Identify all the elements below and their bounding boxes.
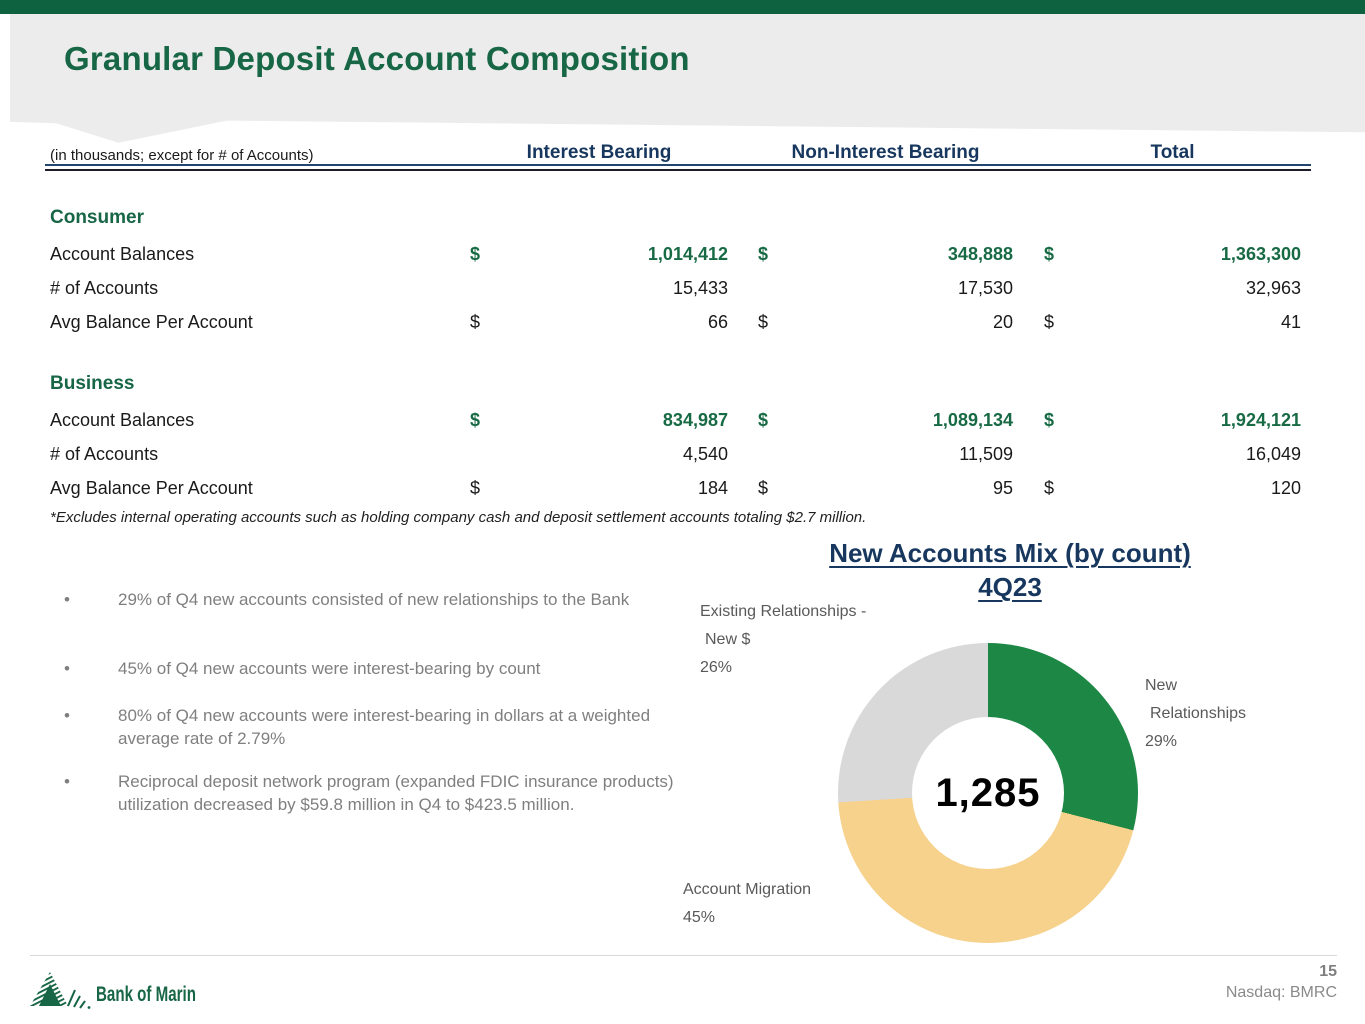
row-label: # of Accounts [50,444,159,464]
chart-label-new-relationships: New Relationships 29% [1145,677,1247,750]
cell-value: 184 [697,478,728,498]
bullet-item: 80% of Q4 new accounts were interest-bea… [64,704,676,750]
ticker-label: Nasdaq: BMRC [1225,984,1337,1001]
donut-chart: 1,285 [838,643,1138,943]
currency-symbol: $ [758,478,769,498]
cell-value: 32,963 [1245,278,1301,298]
chart-label-existing-relationships: Existing Relationships - New $ 26% [700,603,867,676]
cell-value: 41 [1280,312,1301,332]
column-header-non-interest-bearing: Non-Interest Bearing [791,142,980,163]
table-header-rule-bottom [45,169,1311,171]
table-row-consumer-count: # of Accounts 15,433 17,530 32,963 [50,275,1301,299]
bullet-text: 80% of Q4 new accounts were interest-bea… [118,706,651,748]
row-label: Avg Balance Per Account [50,312,253,332]
cell-value: 120 [1270,478,1301,498]
currency-symbol: $ [758,410,769,430]
bullet-item: 45% of Q4 new accounts were interest-bea… [64,657,676,680]
table-footnote: *Excludes internal operating accounts su… [50,509,867,526]
cell-value: 348,888 [947,244,1013,264]
table-row-consumer-avg: Avg Balance Per Account $66 $20 $41 [50,309,1301,333]
row-label: Account Balances [50,410,195,430]
section-header-consumer: Consumer [50,207,144,228]
row-label: Avg Balance Per Account [50,478,253,498]
footer-right: 15 Nasdaq: BMRC [1226,961,1337,1003]
top-accent-bar [0,0,1365,14]
cell-value: 66 [707,312,728,332]
currency-symbol: $ [470,410,481,430]
bullet-text: 45% of Q4 new accounts were interest-bea… [118,659,541,678]
row-label: # of Accounts [50,278,159,298]
cell-value: 4,540 [682,444,728,464]
cell-value: 834,987 [662,410,728,430]
currency-symbol: $ [470,312,481,332]
page-number: 15 [1319,963,1337,980]
chart-title-line2: 4Q23 [978,572,1042,602]
table-row-consumer-balances: Account Balances $1,014,412 $348,888 $1,… [50,241,1301,265]
table-row-business-balances: Account Balances $834,987 $1,089,134 $1,… [50,407,1301,431]
bullet-text: Reciprocal deposit network program (expa… [118,772,674,814]
table-header-row: (in thousands; except for # of Accounts)… [50,138,1301,164]
cell-value: 15,433 [672,278,728,298]
cell-value: 1,924,121 [1220,410,1301,430]
bank-of-marin-logo: Bank of Marin [30,972,196,1009]
donut-center-total: 1,285 [935,770,1041,815]
currency-symbol: $ [758,312,769,332]
table-row-business-count: # of Accounts 4,540 11,509 16,049 [50,441,1301,465]
table-unit-note: (in thousands; except for # of Accounts) [50,147,314,164]
cell-value: 1,363,300 [1220,244,1301,264]
logo-wordmark: Bank of Marin [96,983,196,1006]
donut-chart-hole: 1,285 [912,717,1064,869]
chart-label-account-migration: Account Migration 45% [683,881,812,926]
chart-title: New Accounts Mix (by count) 4Q23 [700,536,1320,604]
page-title: Granular Deposit Account Composition [64,40,690,77]
chart-title-line1: New Accounts Mix (by count) [829,538,1191,568]
table-header-rule-top [45,164,1311,166]
section-header-business: Business [50,373,135,394]
cell-value: 20 [992,312,1013,332]
cell-value: 11,509 [959,444,1013,464]
currency-symbol: $ [470,478,481,498]
bullet-text: 29% of Q4 new accounts consisted of new … [118,590,630,609]
currency-symbol: $ [1044,478,1055,498]
footer-divider [30,955,1337,956]
column-header-total: Total [1150,142,1195,163]
table-row-business-avg: Avg Balance Per Account $184 $95 $120 [50,475,1301,499]
cell-value: 1,089,134 [932,410,1013,430]
row-label: Account Balances [50,244,195,264]
bullet-item: Reciprocal deposit network program (expa… [64,770,676,816]
currency-symbol: $ [1044,244,1055,264]
logo-trailing-ticks [67,989,86,1009]
cell-value: 16,049 [1245,444,1301,464]
column-header-interest-bearing: Interest Bearing [526,142,672,163]
currency-symbol: $ [1044,410,1055,430]
cell-value: 95 [992,478,1013,498]
cell-value: 17,530 [957,278,1013,298]
currency-symbol: $ [758,244,769,264]
logo-mountain-solid [39,984,61,1006]
header-band [10,14,1365,143]
currency-symbol: $ [1044,312,1055,332]
bullet-item: 29% of Q4 new accounts consisted of new … [64,588,676,611]
cell-value: 1,014,412 [647,244,728,264]
currency-symbol: $ [470,244,481,264]
